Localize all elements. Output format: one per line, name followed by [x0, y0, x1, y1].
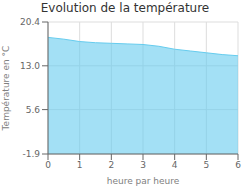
svg-text:13.0: 13.0 — [20, 61, 40, 71]
svg-text:Température en °C: Température en °C — [8, 46, 11, 132]
svg-text:5: 5 — [203, 160, 209, 170]
svg-text:3: 3 — [140, 160, 146, 170]
svg-text:-1.9: -1.9 — [22, 149, 40, 159]
svg-text:20.4: 20.4 — [20, 17, 40, 27]
svg-text:0: 0 — [45, 160, 51, 170]
html-text:Evolution de la température: Evolution de la température — [40, 1, 210, 15]
svg-text:4: 4 — [172, 160, 178, 170]
svg-text:1: 1 — [77, 160, 83, 170]
svg-text:6: 6 — [235, 160, 241, 170]
svg-text:heure par heure: heure par heure — [107, 176, 180, 186]
svg-text:2: 2 — [108, 160, 114, 170]
svg-text:5.6: 5.6 — [26, 105, 41, 115]
